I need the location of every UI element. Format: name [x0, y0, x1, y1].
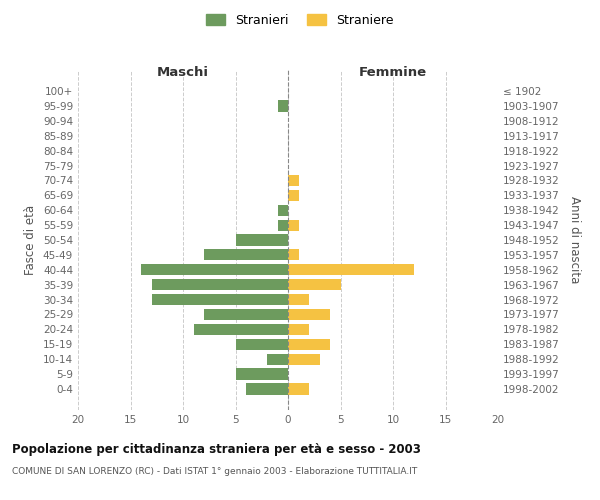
Y-axis label: Fasce di età: Fasce di età — [25, 205, 37, 275]
Bar — [277, 100, 288, 112]
Bar — [288, 220, 299, 230]
Bar — [288, 279, 341, 290]
Bar — [288, 294, 309, 305]
Bar — [288, 175, 299, 186]
Bar — [277, 220, 288, 230]
Bar — [151, 279, 288, 290]
Bar — [204, 250, 288, 260]
Bar — [288, 384, 309, 394]
Bar — [204, 309, 288, 320]
Text: COMUNE DI SAN LORENZO (RC) - Dati ISTAT 1° gennaio 2003 - Elaborazione TUTTITALI: COMUNE DI SAN LORENZO (RC) - Dati ISTAT … — [12, 468, 417, 476]
Bar — [288, 309, 330, 320]
Bar — [267, 354, 288, 365]
Text: Femmine: Femmine — [359, 66, 427, 79]
Bar — [235, 338, 288, 350]
Bar — [288, 264, 414, 276]
Text: Maschi: Maschi — [157, 66, 209, 79]
Bar — [288, 324, 309, 335]
Bar — [193, 324, 288, 335]
Legend: Stranieri, Straniere: Stranieri, Straniere — [202, 8, 398, 32]
Bar — [141, 264, 288, 276]
Bar — [288, 354, 320, 365]
Bar — [288, 250, 299, 260]
Bar — [235, 368, 288, 380]
Bar — [277, 204, 288, 216]
Bar — [235, 234, 288, 246]
Bar — [288, 338, 330, 350]
Bar — [151, 294, 288, 305]
Text: Popolazione per cittadinanza straniera per età e sesso - 2003: Popolazione per cittadinanza straniera p… — [12, 442, 421, 456]
Bar — [246, 384, 288, 394]
Y-axis label: Anni di nascita: Anni di nascita — [568, 196, 581, 284]
Bar — [288, 190, 299, 201]
